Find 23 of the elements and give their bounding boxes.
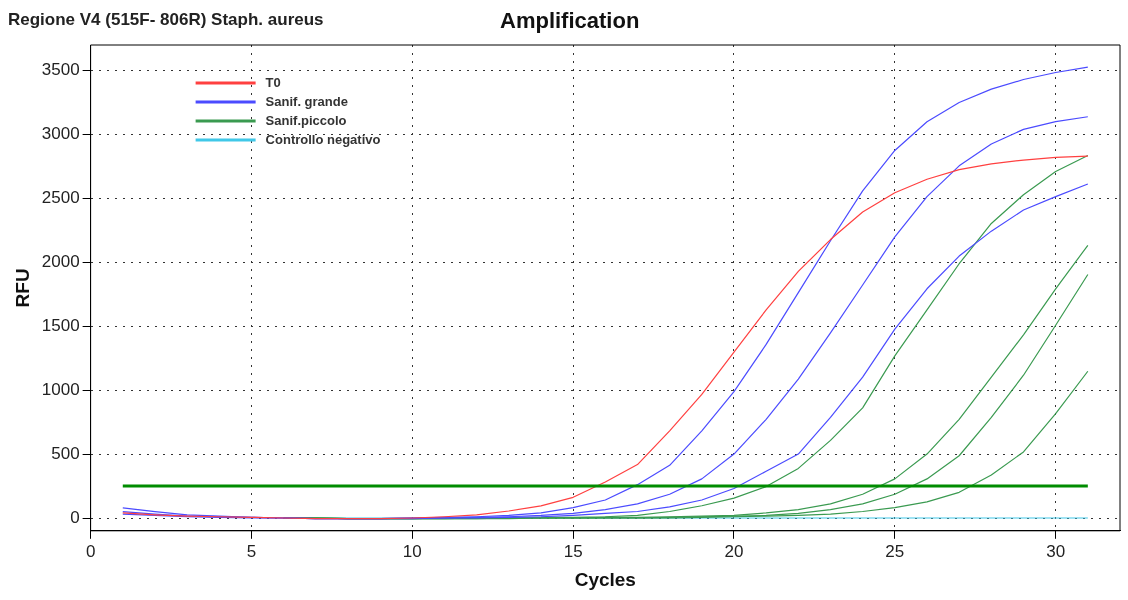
legend-label: Sanif.piccolo (265, 112, 347, 128)
y-axis-title: RFU (11, 268, 33, 308)
legend-label: Sanif. grande (265, 93, 348, 109)
y-tick-label: 2000 (41, 252, 80, 272)
y-tick-label: 3000 (41, 124, 80, 144)
y-tick-label: 2500 (41, 188, 80, 208)
y-tick-label: 1000 (41, 379, 80, 399)
y-tick-label: 3500 (41, 60, 80, 80)
y-tick-label: 1500 (41, 315, 80, 335)
chart-title: Amplification (500, 8, 640, 34)
x-tick-label: 0 (85, 541, 96, 561)
chart-subtitle: Regione V4 (515F- 806R) Staph. aureus (8, 10, 324, 30)
x-tick-label: 5 (246, 541, 257, 561)
x-axis-title: Cycles (574, 568, 636, 590)
y-tick-label: 0 (70, 507, 80, 527)
y-tick-label: 500 (51, 443, 80, 463)
x-tick-label: 15 (563, 541, 583, 561)
legend-label: T0 (265, 74, 281, 90)
x-tick-label: 30 (1046, 541, 1066, 561)
x-tick-label: 25 (885, 541, 905, 561)
legend-label: Controllo negativo (265, 131, 381, 147)
x-tick-label: 10 (402, 541, 422, 561)
x-tick-label: 20 (724, 541, 744, 561)
